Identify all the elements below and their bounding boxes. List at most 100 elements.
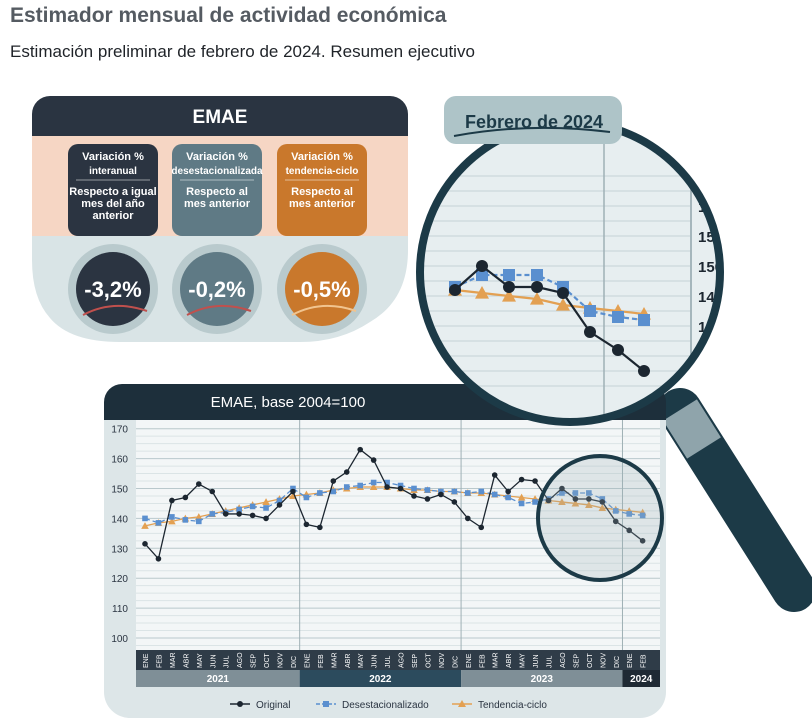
data-point-original — [612, 344, 624, 356]
data-point-desestacionalizado — [343, 484, 350, 490]
data-point-desestacionalizado — [411, 485, 417, 492]
data-point-original — [155, 555, 162, 562]
month-tick-label: FEB — [156, 654, 163, 668]
data-point-original — [438, 491, 444, 498]
month-tick-label: JUN — [533, 654, 540, 668]
zoom-label: Febrero de 2024 — [465, 112, 603, 132]
legend-label: Tendencia-ciclo — [478, 700, 547, 711]
data-point-desestacionalizado — [303, 494, 310, 501]
data-point-desestacionalizado — [465, 490, 471, 496]
data-point-desestacionalizado — [182, 517, 189, 523]
month-tick-label: MAR — [331, 652, 338, 668]
data-point-desestacionalizado — [584, 305, 596, 317]
month-tick-label: JUL — [224, 655, 231, 668]
data-point-original — [330, 478, 337, 484]
data-point-original — [451, 499, 458, 505]
data-point-desestacionalizado — [476, 269, 488, 281]
data-point-tendencia — [262, 498, 270, 505]
legend-label: Desestacionalizado — [342, 700, 429, 711]
legend-marker — [323, 701, 329, 707]
data-point-original — [169, 497, 175, 504]
variation-label-line1: Variación % — [291, 151, 353, 163]
data-point-original — [586, 496, 592, 502]
data-point-desestacionalizado — [142, 515, 148, 522]
month-tick-label: OCT — [264, 653, 271, 669]
data-point-tendencia — [571, 499, 580, 507]
data-point-desestacionalizado — [290, 485, 296, 492]
month-tick-label: FEB — [641, 654, 648, 668]
month-tick-label: FEB — [479, 654, 486, 668]
data-point-original — [465, 515, 471, 522]
data-point-desestacionalizado — [276, 497, 283, 504]
variation-description: Respecto al — [186, 186, 248, 198]
magnifier-handle — [658, 388, 812, 612]
variation-label-line1: Variación % — [82, 151, 144, 163]
y-tick-label: 110 — [112, 604, 128, 615]
month-tick-label: MAY — [197, 653, 204, 668]
data-point-original — [599, 499, 606, 505]
series-line-tendencia-ciclo — [454, 288, 645, 316]
data-point-original — [518, 476, 525, 483]
month-tick-label: ABR — [506, 654, 513, 668]
data-point-desestacionalizado — [249, 503, 256, 510]
value-circle-arc — [291, 304, 357, 316]
year-label: 2022 — [369, 674, 392, 685]
data-point-desestacionalizado — [639, 512, 646, 519]
legend-marker — [458, 700, 466, 707]
data-point-original — [209, 488, 216, 495]
data-point-original — [559, 485, 565, 492]
data-point-original — [290, 488, 296, 495]
data-point-original — [357, 446, 364, 453]
year-band — [622, 670, 660, 687]
data-point-tendencia — [195, 513, 203, 520]
data-point-desestacionalizado — [370, 479, 377, 486]
month-tick-label: ABR — [345, 654, 352, 668]
data-point-tendencia — [369, 483, 378, 491]
main-chart: EMAE, base 2004=100 100 110 120 130 140 150 16… — [104, 384, 666, 718]
month-tick-label: AGO — [399, 652, 406, 668]
data-point-original — [639, 538, 646, 544]
data-point-desestacionalizado — [532, 499, 538, 505]
value-circle-arc — [82, 304, 148, 316]
month-tick-label: AGO — [560, 652, 567, 668]
data-point-original — [411, 493, 417, 499]
variation-value: -0,2% — [188, 277, 245, 302]
value-circle-arc — [186, 304, 252, 316]
legend-label: Original — [256, 700, 290, 711]
data-point-original — [276, 502, 283, 508]
data-point-desestacionalizado — [263, 505, 269, 511]
data-point-original — [397, 485, 404, 492]
data-point-original — [142, 541, 148, 547]
data-point-desestacionalizado — [384, 479, 390, 486]
year-label: 2021 — [207, 674, 230, 685]
variation-label-line1: Variación % — [186, 151, 248, 163]
month-tick-label: NOV — [439, 653, 446, 669]
variation-description: anterior — [93, 210, 135, 222]
data-point-original — [491, 472, 498, 478]
data-point-desestacionalizado — [357, 482, 363, 489]
variation-description: mes anterior — [289, 198, 356, 210]
y-tick-label: 100 — [111, 634, 128, 645]
data-point-desestacionalizado — [503, 269, 515, 281]
data-point-desestacionalizado — [438, 488, 444, 495]
month-tick-label: MAY — [520, 653, 527, 668]
data-point-desestacionalizado — [572, 490, 579, 496]
variation-label-line2: tendencia-ciclo — [286, 166, 359, 177]
data-point-desestacionalizado — [586, 490, 592, 496]
year-band — [299, 670, 462, 687]
data-point-original — [532, 478, 538, 484]
year-band — [461, 670, 623, 687]
data-point-desestacionalizado — [397, 482, 404, 489]
data-point-original — [531, 281, 543, 293]
variation-label-line2: interanual — [89, 166, 137, 177]
zoom-tick-label: 150 — [698, 259, 723, 276]
month-tick-label: FEB — [318, 654, 325, 668]
month-tick-label: ENE — [143, 653, 150, 668]
data-point-tendencia — [517, 493, 526, 501]
card-title: EMAE — [193, 107, 248, 128]
variation-column-1 — [68, 144, 158, 236]
month-tick-label: MAY — [358, 653, 365, 668]
month-tick-label: DIC — [614, 656, 621, 668]
chart-title: EMAE, base 2004=100 — [211, 394, 366, 411]
